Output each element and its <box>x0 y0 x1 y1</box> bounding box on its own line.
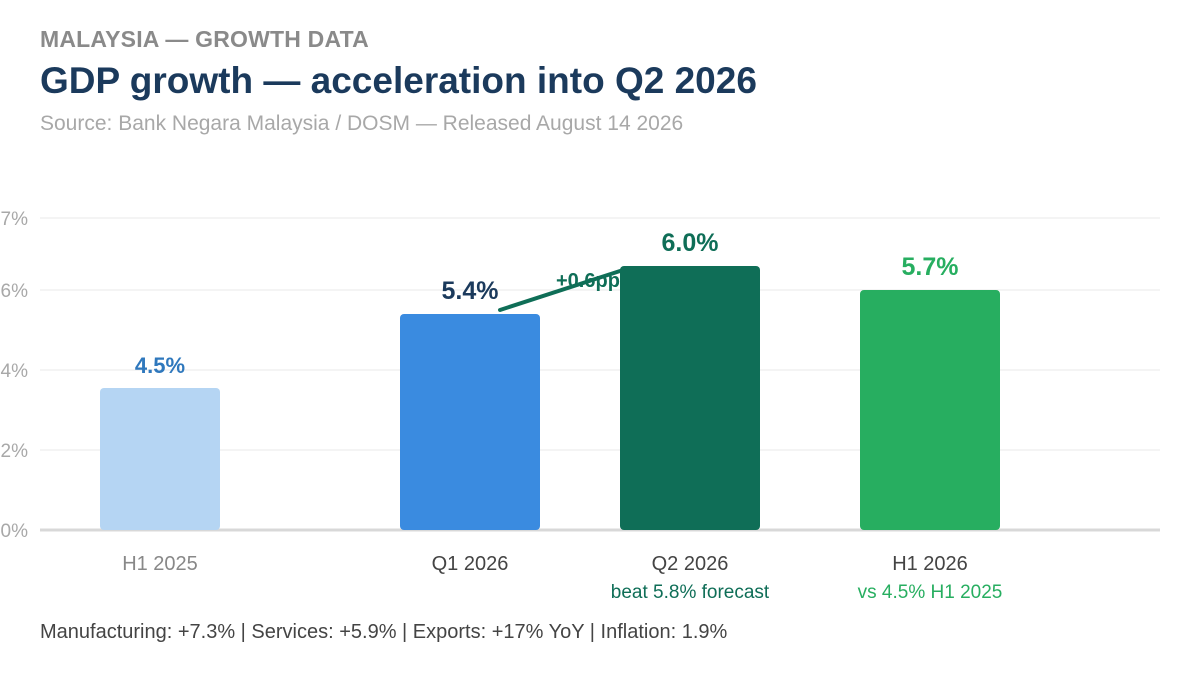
bar <box>100 388 220 530</box>
labels-layer: 4.5% H1 2025 5.4% Q1 2026 6.0% Q2 2026 beat 5.… <box>122 229 1002 603</box>
category-label: Q1 2026 <box>432 553 509 575</box>
y-tick-label: 6% <box>1 281 29 302</box>
y-tick-label: 7% <box>1 209 29 230</box>
chart-source: Source: Bank Negara Malaysia / DOSM — Re… <box>40 112 684 135</box>
y-tick-label: 0% <box>1 521 29 542</box>
delta-annotation-label: +0.6pp <box>556 270 620 292</box>
bars-layer <box>100 266 1000 530</box>
bar-value-label: 6.0% <box>662 229 719 257</box>
bar <box>860 290 1000 530</box>
delta-connector-line <box>498 269 622 312</box>
category-sublabel: vs 4.5% H1 2025 <box>858 582 1003 603</box>
bar-value-label: 5.7% <box>902 253 959 281</box>
chart-kicker: MALAYSIA — GROWTH DATA <box>40 26 369 52</box>
category-label: H1 2025 <box>122 553 198 575</box>
chart-footer-note: Manufacturing: +7.3% | Services: +5.9% |… <box>40 621 728 643</box>
bar-value-label: 4.5% <box>135 353 185 378</box>
y-tick-label: 2% <box>1 441 29 462</box>
category-label: Q2 2026 <box>652 553 729 575</box>
chart-title: GDP growth — acceleration into Q2 2026 <box>40 60 757 101</box>
category-label: H1 2026 <box>892 553 968 575</box>
category-sublabel: beat 5.8% forecast <box>611 582 770 603</box>
bar <box>400 314 540 530</box>
bar-value-label: 5.4% <box>442 277 499 305</box>
bar <box>620 266 760 530</box>
annotation-layer: +0.6pp <box>498 269 622 312</box>
y-tick-label: 4% <box>1 361 29 382</box>
